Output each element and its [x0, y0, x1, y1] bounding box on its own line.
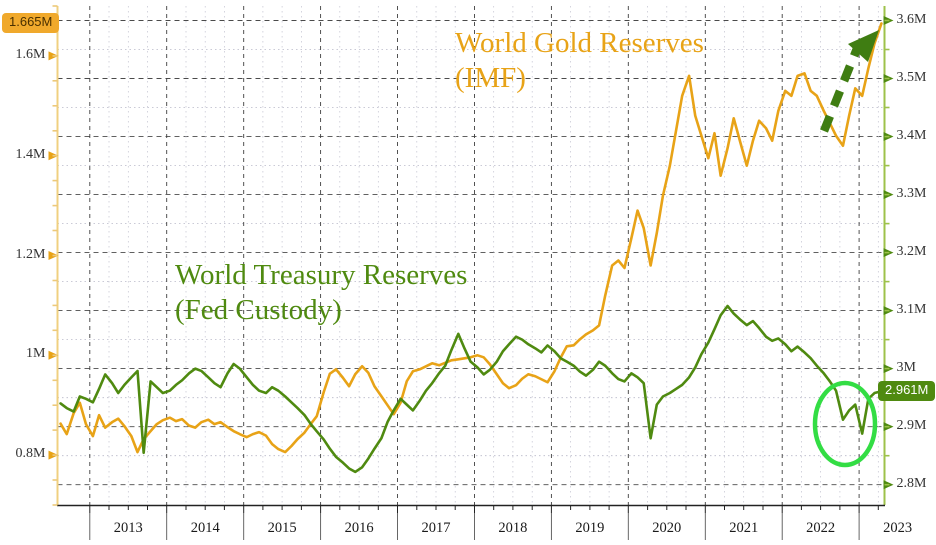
treasury-current-value-badge: 2.961M — [878, 381, 936, 402]
uptrend-arrow-annotation — [820, 30, 879, 133]
x-axis-ticks — [89, 505, 879, 513]
right-axis-tick-label: 3.5M — [896, 69, 927, 85]
series-line-gold — [59, 22, 883, 454]
gold-current-value-badge: 1.665M — [2, 13, 60, 34]
right-axis-tick-label: 2.9M — [896, 417, 927, 433]
x-axis-tick-label: 2018 — [498, 520, 528, 536]
x-axis-year-dividers — [89, 513, 860, 540]
x-axis-tick-label: 2014 — [190, 520, 220, 536]
right-axis-tick-label: 3.4M — [896, 127, 927, 143]
right-axis-tick-label: 3.6M — [896, 11, 927, 27]
vertical-gridlines — [89, 6, 879, 505]
left-axis-ticks — [48, 5, 59, 506]
left-axis-tick-label: 1M — [26, 346, 46, 362]
x-axis-tick-label: 2020 — [652, 520, 682, 536]
right-axis-tick-label: 3.3M — [896, 185, 927, 201]
x-axis-tick-label: 2023 — [883, 520, 913, 536]
series-line-treasury — [59, 304, 883, 474]
x-axis-tick-label: 2019 — [575, 520, 605, 536]
right-axis-tick-label: 3.1M — [896, 301, 927, 317]
x-axis-tick-label: 2022 — [806, 520, 836, 536]
x-axis-tick-label: 2015 — [267, 520, 297, 536]
left-axis-tick-label: 1.4M — [15, 146, 46, 162]
right-axis-tick-label: 2.8M — [896, 475, 927, 491]
plot-background — [57, 6, 885, 505]
right-axis-ticks — [883, 16, 894, 490]
x-axis-tick-label: 2021 — [729, 520, 759, 536]
left-axis-tick-label: 1.6M — [15, 46, 46, 62]
x-axis-tick-label: 2013 — [113, 520, 143, 536]
highlight-ellipse-annotation — [812, 380, 878, 468]
right-axis-tick-label: 3.2M — [896, 243, 927, 259]
x-axis-tick-label: 2017 — [421, 520, 451, 536]
right-axis-tick-label: 3M — [896, 359, 916, 375]
left-axis-tick-label: 0.8M — [15, 446, 46, 462]
left-axis-tick-label: 1.2M — [15, 246, 46, 262]
x-axis-tick-label: 2016 — [344, 520, 374, 536]
